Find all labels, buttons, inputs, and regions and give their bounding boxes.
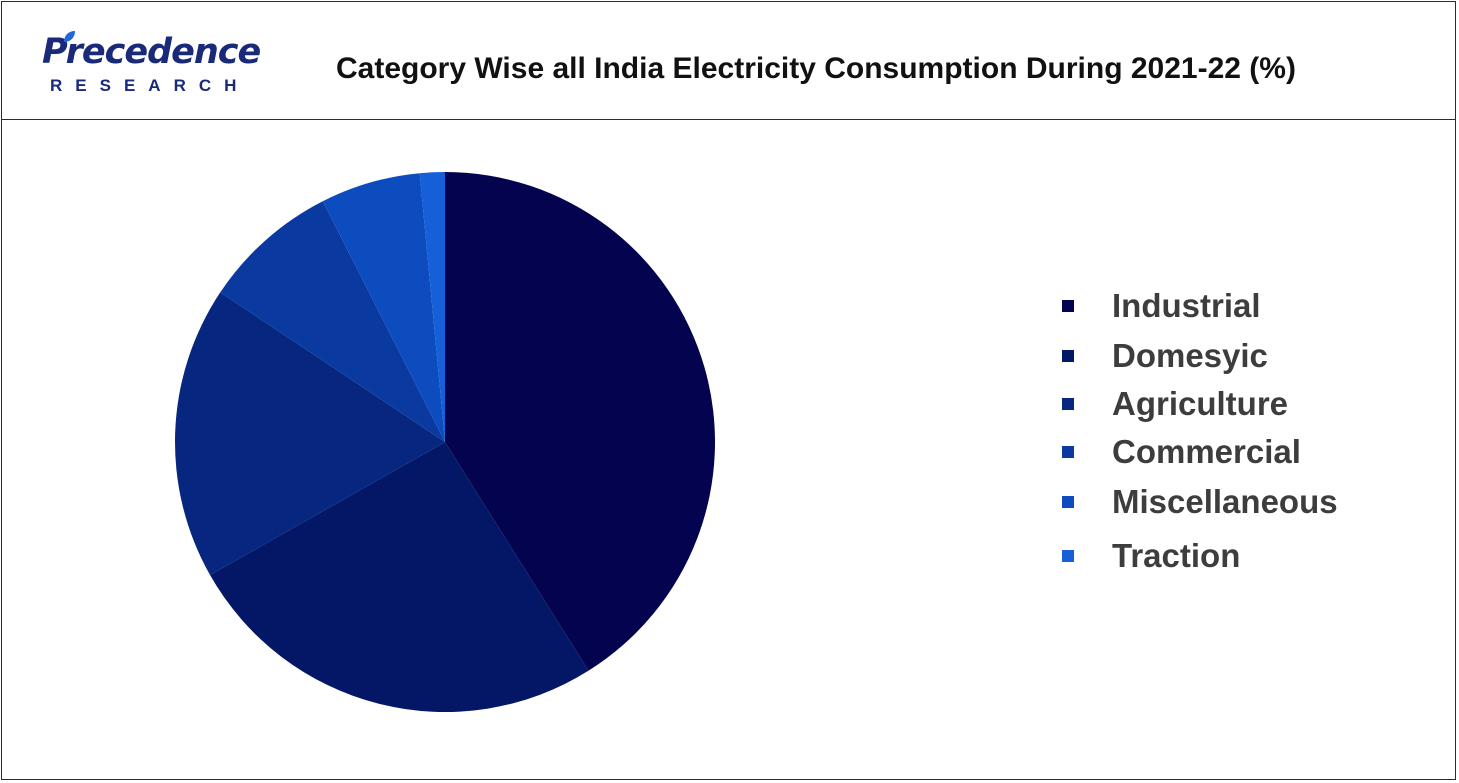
leaf-icon bbox=[64, 31, 75, 42]
chart-title: Category Wise all India Electricity Cons… bbox=[336, 52, 1296, 85]
legend-swatch bbox=[1062, 496, 1074, 508]
pie-slice-miscellaneous bbox=[322, 173, 445, 443]
pie-slice-industrial bbox=[445, 172, 716, 671]
legend-label: Domesyic bbox=[1112, 337, 1268, 374]
legend-label: Traction bbox=[1112, 537, 1241, 574]
pie-slice-commercial bbox=[220, 201, 445, 442]
legend-label: Commercial bbox=[1112, 433, 1301, 470]
pie-slice-domesyic bbox=[210, 442, 589, 712]
legend-swatch bbox=[1062, 446, 1074, 458]
header: Precedence RESEARCH Category Wise all In… bbox=[2, 2, 1455, 120]
legend-swatch bbox=[1062, 300, 1074, 312]
legend-swatch bbox=[1062, 350, 1074, 362]
legend-label: Industrial bbox=[1112, 287, 1261, 324]
logo-name: Precedence bbox=[42, 32, 261, 72]
pie-slices bbox=[175, 172, 716, 712]
logo-subtitle: RESEARCH bbox=[50, 76, 250, 95]
logo: Precedence RESEARCH bbox=[42, 30, 261, 100]
legend-swatch bbox=[1062, 550, 1074, 562]
pie-slice-agriculture bbox=[175, 292, 445, 576]
legend-label: Miscellaneous bbox=[1112, 483, 1338, 520]
legend-swatch bbox=[1062, 398, 1074, 410]
legend-label: Agriculture bbox=[1112, 385, 1289, 422]
pie-slice-traction bbox=[419, 172, 445, 442]
